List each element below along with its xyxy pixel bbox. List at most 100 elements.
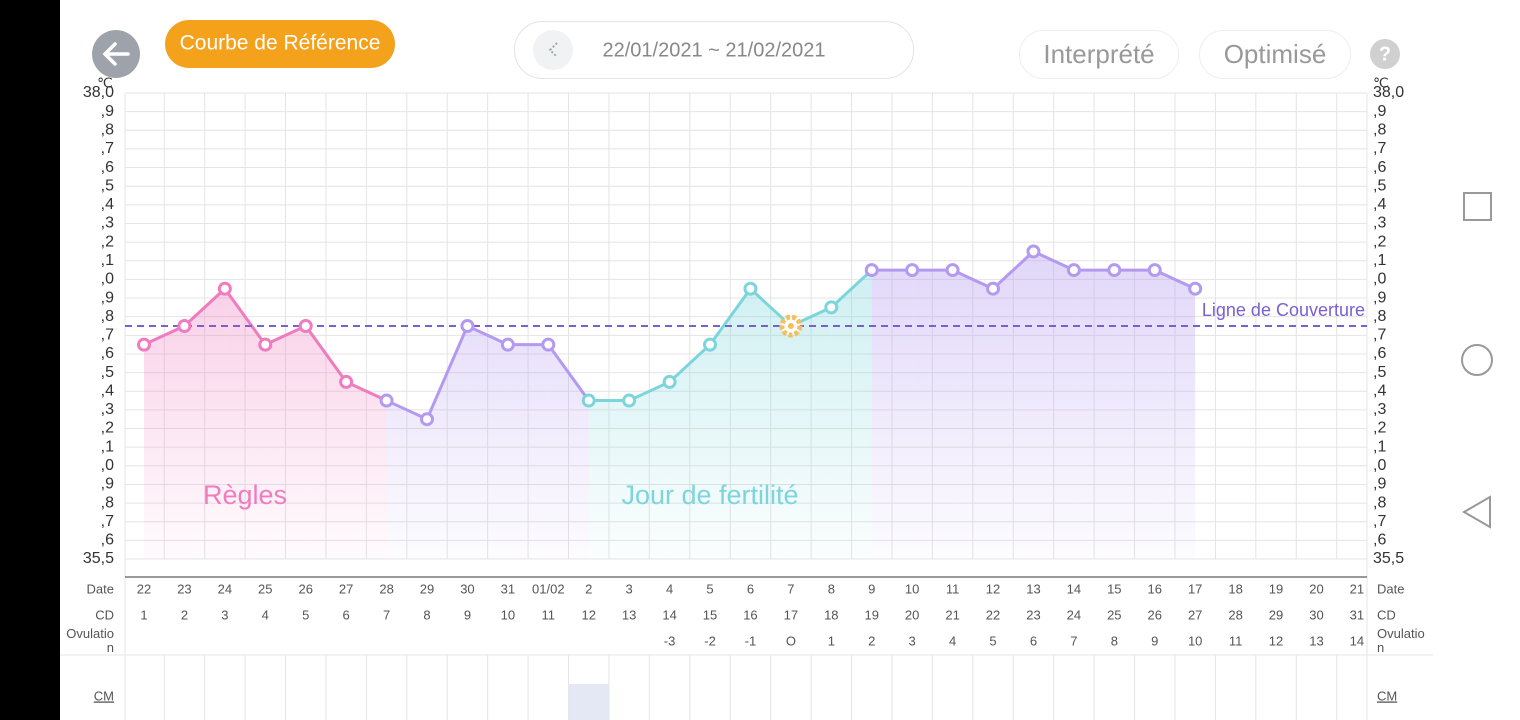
y-tick-label: ,3 <box>1373 215 1386 232</box>
data-point <box>1107 263 1122 278</box>
y-tick-label: ,7 <box>1373 327 1386 344</box>
date-label: 3 <box>626 581 633 596</box>
date-label: 19 <box>1269 581 1283 596</box>
y-tick-label: ,8 <box>1373 494 1386 511</box>
y-tick-label: ,4 <box>1373 196 1386 213</box>
cd-label: 14 <box>662 607 676 622</box>
y-tick-label: ,1 <box>1373 252 1386 269</box>
y-tick-label: 35,5 <box>1373 550 1404 567</box>
ovulation-label: O <box>786 633 796 648</box>
ovulation-center <box>787 323 794 329</box>
date-label: 12 <box>986 581 1000 596</box>
data-point <box>541 337 556 352</box>
cd-label: 2 <box>181 607 188 622</box>
data-point <box>945 263 960 278</box>
area-segment <box>427 326 468 559</box>
area-segment <box>305 326 347 559</box>
y-tick-label: ,9 <box>101 476 114 493</box>
y-tick-label: ,8 <box>101 308 114 325</box>
cd-label: 23 <box>1026 607 1040 622</box>
back-arrow <box>102 42 130 66</box>
cd-label: 22 <box>986 607 1000 622</box>
date-label: 16 <box>1148 581 1162 596</box>
ovulation-label: 7 <box>1070 633 1077 648</box>
date-label: 14 <box>1067 581 1081 596</box>
date-label: 2 <box>585 581 592 596</box>
data-point <box>298 319 313 333</box>
data-point <box>339 374 354 389</box>
cd-label: 26 <box>1148 607 1162 622</box>
y-tick-label: ,4 <box>101 196 114 213</box>
nav-recent[interactable] <box>1463 192 1492 221</box>
ovulation-label: 1 <box>828 633 835 648</box>
help-label: ? <box>1379 43 1391 65</box>
help-button[interactable] <box>1370 39 1400 69</box>
date-range-box[interactable] <box>514 21 914 79</box>
date-label: 24 <box>218 581 232 596</box>
y-tick-label: ,7 <box>101 513 114 530</box>
cd-label: 8 <box>423 607 430 622</box>
area-segment <box>1154 270 1196 559</box>
tab-interpreted[interactable] <box>1019 30 1179 79</box>
nav-home[interactable] <box>1461 344 1493 376</box>
ovulation-label: 9 <box>1151 633 1158 648</box>
annotation-period: Règles <box>203 480 287 510</box>
data-point <box>258 337 273 352</box>
cd-label: 11 <box>542 607 556 622</box>
cd-label: 1 <box>140 607 147 622</box>
y-tick-label: ,1 <box>101 438 114 455</box>
cd-label: 4 <box>262 607 269 622</box>
line-segment <box>385 399 428 421</box>
range-icon <box>533 30 573 70</box>
area-segment <box>1073 270 1115 559</box>
reference-button[interactable] <box>165 20 395 68</box>
y-tick-label: ,7 <box>101 140 114 157</box>
tab-optimized[interactable] <box>1199 30 1351 79</box>
line-segment <box>425 325 469 420</box>
line-segment <box>143 324 186 347</box>
area-segment <box>710 288 751 559</box>
cd-label: 13 <box>622 607 636 622</box>
y-tick-label: ,0 <box>1373 457 1386 474</box>
tab-optimized-label: Optimisé <box>1224 39 1327 69</box>
line-segment <box>992 250 1035 290</box>
ovulation-label: -3 <box>664 633 676 648</box>
area-segment <box>1033 251 1074 559</box>
tab-interpreted-label: Interprété <box>1043 39 1154 69</box>
y-tick-label: ,9 <box>101 289 114 306</box>
area-segment <box>831 270 872 559</box>
data-point <box>743 281 758 296</box>
y-tick-label: ,0 <box>101 271 114 288</box>
cd-label: 10 <box>501 607 515 622</box>
cd-label: 16 <box>743 607 757 622</box>
cd-label: 19 <box>865 607 879 622</box>
line-segment <box>628 380 671 402</box>
area-segment <box>184 288 225 559</box>
area-segment <box>346 381 387 559</box>
cd-label: 24 <box>1067 607 1081 622</box>
date-label: 6 <box>747 581 754 596</box>
y-tick-label: ,6 <box>101 159 114 176</box>
nav-back[interactable] <box>1461 495 1491 529</box>
date-label: 22 <box>137 581 151 596</box>
date-label: 29 <box>420 581 434 596</box>
date-label: 31 <box>501 581 515 596</box>
row-label: CM <box>1377 688 1397 703</box>
y-tick-label: 38,0 <box>83 84 114 101</box>
y-tick-label: 35,5 <box>83 550 114 567</box>
y-tick-label: ,6 <box>101 532 114 549</box>
y-tick-label: ,1 <box>1373 438 1386 455</box>
y-tick-label: ,9 <box>1373 103 1386 120</box>
area-segment <box>750 288 791 559</box>
data-point <box>864 263 879 278</box>
date-label: 23 <box>177 581 191 596</box>
data-point <box>986 281 1001 296</box>
y-tick-label: ,6 <box>1373 159 1386 176</box>
cd-label: 25 <box>1107 607 1121 622</box>
data-point <box>905 263 920 278</box>
area-segment <box>265 326 306 559</box>
annotation-fertile: Jour de fertilité <box>621 480 798 510</box>
cd-label: 3 <box>221 607 228 622</box>
y-tick-label: ,2 <box>1373 233 1386 250</box>
y-tick-label: ,9 <box>1373 476 1386 493</box>
